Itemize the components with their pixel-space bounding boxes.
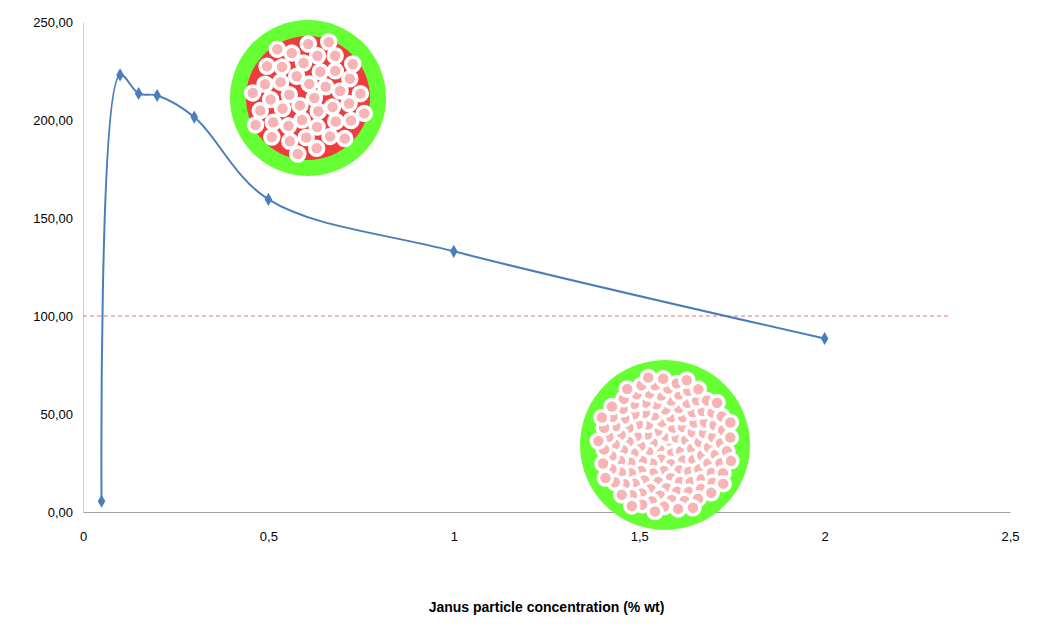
inset-particle bbox=[680, 373, 694, 387]
x-tick-label: 0,5 bbox=[260, 529, 278, 544]
inset-particle bbox=[260, 59, 274, 73]
y-tick-label: 50,00 bbox=[40, 407, 73, 422]
x-axis-line bbox=[84, 512, 1011, 513]
inset-particle bbox=[338, 132, 352, 146]
inset-particle bbox=[285, 46, 299, 60]
inset-core bbox=[603, 383, 727, 507]
inset-particle bbox=[625, 499, 639, 513]
inset-particle bbox=[591, 434, 605, 448]
y-tick-label: 150,00 bbox=[33, 211, 73, 226]
x-axis: 0 0,5 1 1,5 2 2,5 bbox=[80, 512, 1020, 544]
x-tick: 0,5 bbox=[260, 512, 278, 544]
x-tick-label: 1,5 bbox=[631, 529, 649, 544]
x-tick: 2 bbox=[821, 512, 828, 544]
inset-particle bbox=[249, 118, 263, 132]
y-tick-label: 100,00 bbox=[33, 309, 73, 324]
x-tick: 1 bbox=[451, 512, 458, 544]
y-tick: 50,00 bbox=[40, 407, 83, 422]
inset-particle bbox=[275, 60, 289, 74]
inset-particle bbox=[325, 100, 339, 114]
inset-particle bbox=[723, 416, 737, 430]
data-point bbox=[190, 110, 198, 123]
inset-particle bbox=[620, 382, 634, 396]
x-tick: 0 bbox=[80, 512, 87, 544]
inset-particle bbox=[598, 471, 612, 485]
inset-particle bbox=[246, 86, 260, 100]
inset-particle bbox=[329, 114, 343, 128]
inset-illustration bbox=[580, 360, 750, 530]
inset-particle bbox=[710, 396, 724, 410]
data-point bbox=[135, 87, 143, 100]
inset-particle bbox=[266, 115, 280, 129]
y-tick-label: 200,00 bbox=[33, 113, 73, 128]
inset-particle bbox=[253, 104, 267, 118]
y-tick: 250,00 bbox=[33, 15, 83, 30]
y-tick: 200,00 bbox=[33, 113, 83, 128]
inset-particle bbox=[648, 505, 662, 519]
x-tick-label: 1 bbox=[451, 529, 458, 544]
inset-particle bbox=[723, 431, 737, 445]
inset-particle bbox=[295, 113, 309, 127]
x-tick-label: 2 bbox=[821, 529, 828, 544]
inset-particle bbox=[322, 35, 336, 49]
inset-particle bbox=[323, 129, 337, 143]
inset-particle bbox=[346, 57, 360, 71]
inset-particle bbox=[310, 141, 324, 155]
data-area bbox=[83, 68, 950, 507]
y-tick-label: 250,00 bbox=[33, 15, 73, 30]
inset-particle bbox=[641, 370, 655, 384]
data-point bbox=[265, 193, 273, 206]
inset-particle bbox=[311, 104, 325, 118]
inset-particle bbox=[281, 119, 295, 133]
inset-particle bbox=[313, 65, 327, 79]
inset-particle bbox=[357, 106, 371, 120]
x-tick: 2,5 bbox=[1001, 512, 1019, 544]
x-tick-label: 0 bbox=[80, 529, 87, 544]
y-tick: 0,00 bbox=[48, 505, 83, 520]
inset-particle bbox=[265, 130, 279, 144]
inset-core bbox=[246, 36, 370, 160]
inset-particle bbox=[301, 37, 315, 51]
inset-particle bbox=[353, 87, 367, 101]
inset-particle bbox=[716, 477, 730, 491]
inset-illustration bbox=[230, 20, 386, 176]
inset-particle bbox=[595, 410, 609, 424]
data-point bbox=[116, 68, 124, 81]
inset-particle bbox=[328, 64, 342, 78]
series-line bbox=[101, 75, 824, 501]
inset-particle bbox=[319, 80, 333, 94]
inset-outer bbox=[580, 360, 750, 530]
data-point bbox=[153, 89, 161, 102]
x-tick-label: 2,5 bbox=[1001, 529, 1019, 544]
inset-particle bbox=[343, 72, 357, 86]
inset-particle bbox=[724, 454, 738, 468]
inset-outer bbox=[230, 20, 386, 176]
inset-particle bbox=[596, 456, 610, 470]
y-tick-label: 0,00 bbox=[48, 505, 73, 520]
y-tick: 100,00 bbox=[33, 309, 83, 324]
inset-particle bbox=[671, 502, 685, 516]
data-point bbox=[821, 332, 829, 345]
inset-particle bbox=[328, 49, 342, 63]
x-axis-title: Janus particle concentration (% wt) bbox=[429, 599, 665, 615]
data-point bbox=[450, 245, 458, 258]
y-axis-line bbox=[83, 23, 84, 513]
inset-particle bbox=[656, 372, 670, 386]
data-point bbox=[98, 495, 106, 508]
inset-particle bbox=[270, 42, 284, 56]
plot: 0,00 50,00 100,00 150,00 200,00 250,00 0 0,5 1 1,… bbox=[33, 15, 1019, 545]
inset-particle bbox=[291, 147, 305, 161]
reference-line bbox=[83, 316, 950, 317]
y-tick: 150,00 bbox=[33, 211, 83, 226]
y-axis: 0,00 50,00 100,00 150,00 200,00 250,00 bbox=[33, 15, 83, 520]
inset-particle bbox=[274, 75, 288, 89]
inset-particle bbox=[686, 501, 700, 515]
chart: 0,00 50,00 100,00 150,00 200,00 250,00 0 0,5 1 1,… bbox=[0, 0, 1053, 632]
